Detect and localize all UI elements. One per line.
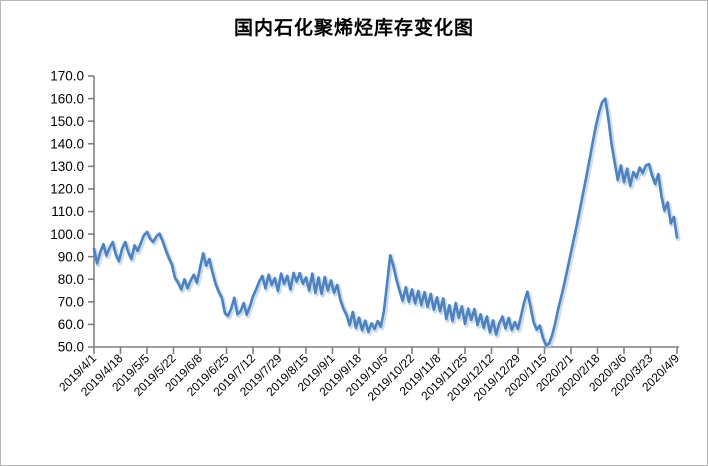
y-tick-label: 90.0 (58, 249, 84, 264)
y-tick-label: 80.0 (58, 272, 84, 287)
y-tick-label: 110.0 (51, 204, 84, 219)
y-tick-label: 100.0 (50, 227, 84, 242)
series-line-shadow (92, 97, 681, 350)
y-tick-label: 170.0 (50, 69, 84, 84)
y-tick-label: 70.0 (58, 295, 84, 310)
y-tick-label: 130.0 (50, 159, 84, 174)
y-tick-label: 120.0 (50, 182, 84, 197)
series-line (92, 97, 679, 347)
y-tick-label: 160.0 (50, 91, 84, 106)
y-tick-label: 60.0 (58, 317, 84, 332)
y-tick-label: 50.0 (58, 340, 84, 355)
series-inventory (92, 97, 681, 350)
y-tick-label: 150.0 (50, 114, 84, 129)
y-tick-label: 140.0 (50, 136, 84, 151)
chart-title: 国内石化聚烯烃库存变化图 (233, 18, 474, 39)
y-axis: 170.0 160.0 150.0 140.0 130.0 120.0 110.0 100.0… (50, 69, 95, 355)
x-axis: 2019/4/12019/4/182019/5/52019/5/222019/6… (56, 346, 682, 404)
